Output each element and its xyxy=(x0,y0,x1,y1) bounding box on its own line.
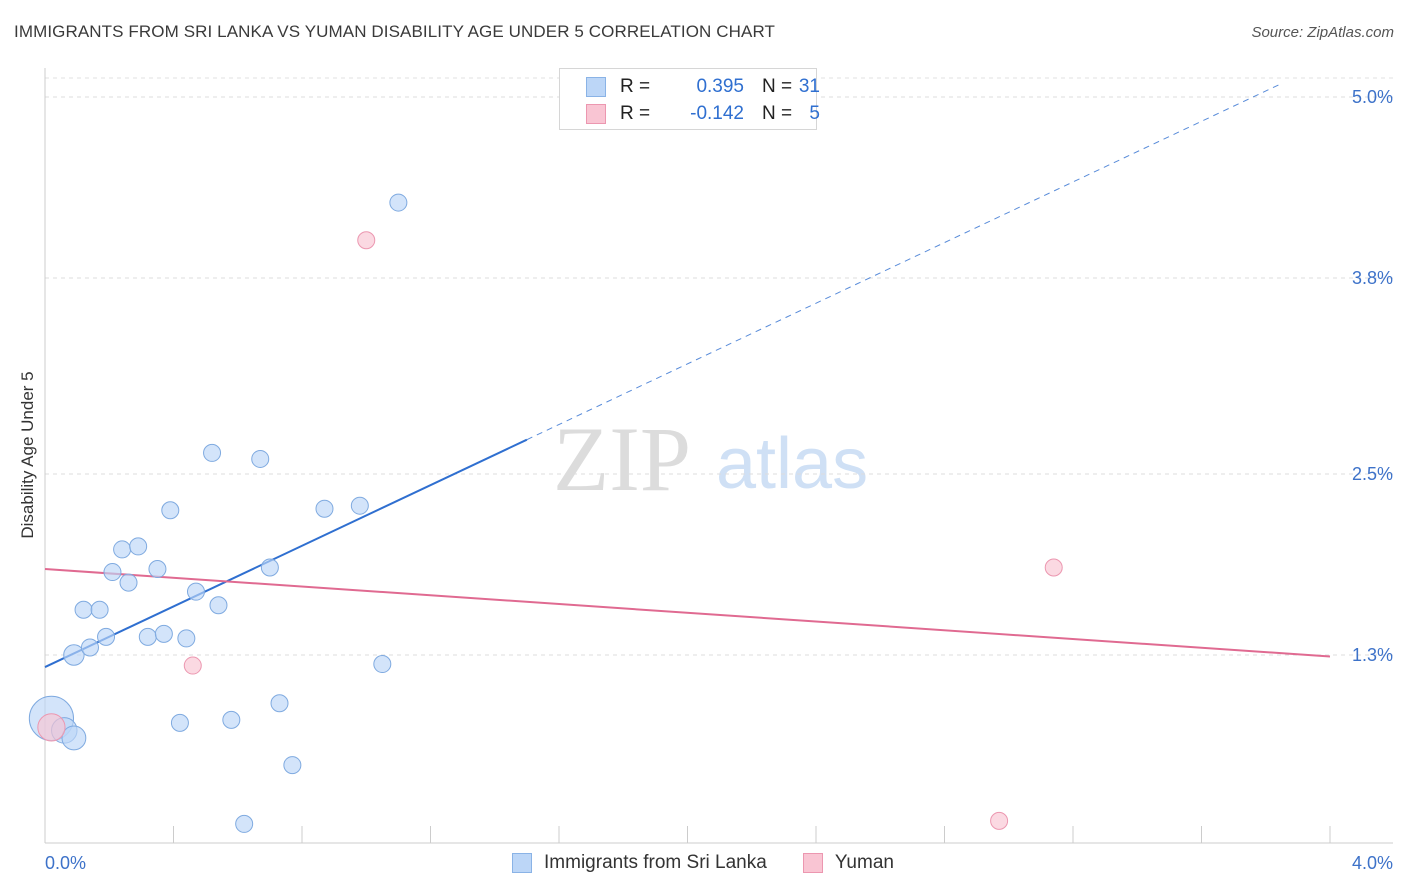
data-point-sri-lanka xyxy=(119,573,138,592)
bottom-legend: Immigrants from Sri Lanka Yuman xyxy=(0,852,1406,874)
data-point-yuman xyxy=(183,656,202,675)
source-label: Source: ZipAtlas.com xyxy=(1251,24,1394,41)
data-point-sri-lanka xyxy=(148,560,167,579)
watermark: ZIP atlas xyxy=(553,408,868,510)
legend-swatch-pink xyxy=(802,853,823,873)
data-point-sri-lanka xyxy=(129,537,148,556)
data-point-sri-lanka xyxy=(113,540,132,559)
legend-label: Yuman xyxy=(834,852,894,873)
r-label: R = xyxy=(620,76,651,97)
trend-line-yuman xyxy=(44,568,1331,658)
watermark-zip: ZIP xyxy=(553,408,691,510)
legend-label: Immigrants from Sri Lanka xyxy=(544,852,767,873)
data-point-sri-lanka xyxy=(138,627,157,646)
data-point-sri-lanka xyxy=(103,563,122,582)
tick-labels: 5.0% 3.8% 2.5% 1.3% 0.0% 4.0% xyxy=(45,87,1393,873)
data-point-sri-lanka xyxy=(177,629,196,648)
y-tick-label: 2.5% xyxy=(1352,464,1393,484)
data-point-yuman xyxy=(37,713,66,742)
n-value: 5 xyxy=(809,103,820,124)
scatter-points xyxy=(28,193,1063,833)
x-tick-label: 0.0% xyxy=(45,853,86,873)
data-point-yuman xyxy=(357,231,376,250)
y-axis-label: Disability Age Under 5 xyxy=(18,371,37,538)
data-point-sri-lanka xyxy=(260,558,279,577)
data-point-sri-lanka xyxy=(170,713,189,732)
data-point-yuman xyxy=(990,811,1009,830)
n-value: 31 xyxy=(798,76,820,97)
data-point-sri-lanka xyxy=(373,655,392,674)
y-tick-label: 3.8% xyxy=(1352,268,1393,288)
data-point-sri-lanka xyxy=(61,725,87,751)
data-point-sri-lanka xyxy=(283,756,302,775)
data-point-sri-lanka xyxy=(270,694,289,713)
stats-legend: R = 0.395 N = 31 R = -0.142 N = 5 xyxy=(559,68,820,130)
data-point-sri-lanka xyxy=(97,627,116,646)
trend-line-sri-lanka xyxy=(44,438,528,668)
data-point-sri-lanka xyxy=(80,638,99,657)
data-point-sri-lanka xyxy=(203,443,222,462)
data-point-sri-lanka xyxy=(74,600,93,619)
r-label: R = xyxy=(620,103,651,124)
data-point-sri-lanka xyxy=(350,496,369,515)
data-point-sri-lanka xyxy=(315,499,334,518)
r-value: -0.142 xyxy=(690,103,744,124)
data-point-sri-lanka xyxy=(389,193,408,212)
chart-title: IMMIGRANTS FROM SRI LANKA VS YUMAN DISAB… xyxy=(14,22,775,41)
data-point-sri-lanka xyxy=(161,501,180,520)
data-point-sri-lanka xyxy=(186,582,205,601)
data-point-sri-lanka xyxy=(235,814,254,833)
n-label: N = xyxy=(762,103,793,124)
y-tick-label: 5.0% xyxy=(1352,87,1393,107)
data-point-sri-lanka xyxy=(154,624,173,643)
legend-swatch-blue xyxy=(586,77,606,97)
trend-lines xyxy=(44,84,1331,668)
legend-item-sri-lanka[interactable]: Immigrants from Sri Lanka xyxy=(512,852,767,874)
legend-swatch-pink xyxy=(586,104,606,124)
trend-line-extension xyxy=(526,84,1279,441)
legend-swatch-blue xyxy=(512,853,533,873)
data-point-sri-lanka xyxy=(222,710,241,729)
r-value: 0.395 xyxy=(696,76,744,97)
data-point-yuman xyxy=(1044,558,1063,577)
x-tick-label: 4.0% xyxy=(1352,853,1393,873)
n-label: N = xyxy=(762,76,793,97)
data-point-sri-lanka xyxy=(251,449,270,468)
grid xyxy=(45,77,1393,656)
data-point-sri-lanka xyxy=(90,600,109,619)
watermark-atlas: atlas xyxy=(716,424,868,504)
data-point-sri-lanka xyxy=(209,596,228,615)
legend-item-yuman[interactable]: Yuman xyxy=(802,852,894,874)
y-tick-label: 1.3% xyxy=(1352,645,1393,665)
data-point-sri-lanka xyxy=(63,644,85,666)
